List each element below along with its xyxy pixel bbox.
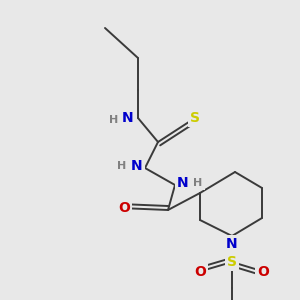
- Text: N: N: [226, 237, 238, 251]
- Text: O: O: [257, 265, 269, 279]
- Text: O: O: [194, 265, 206, 279]
- Text: N: N: [177, 176, 189, 190]
- Text: H: H: [110, 115, 118, 125]
- Text: N: N: [122, 111, 134, 125]
- Text: H: H: [194, 178, 202, 188]
- Text: S: S: [227, 255, 237, 269]
- Text: N: N: [131, 159, 143, 173]
- Text: S: S: [190, 111, 200, 125]
- Text: O: O: [118, 201, 130, 215]
- Text: H: H: [117, 161, 127, 171]
